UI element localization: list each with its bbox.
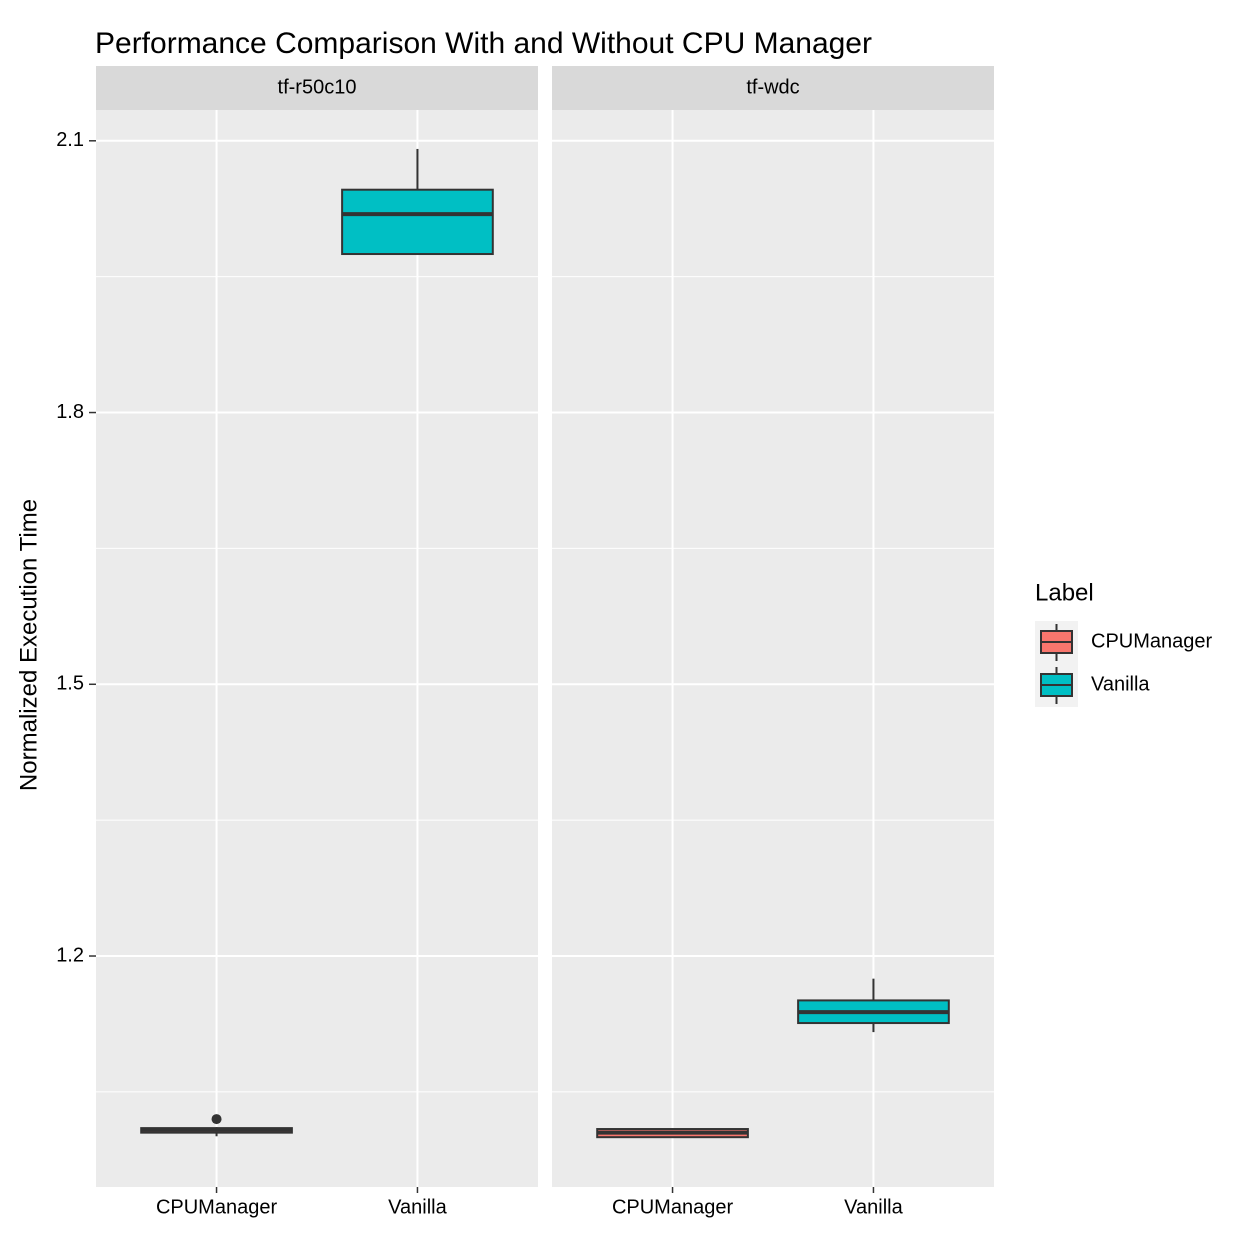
x-tick-label: Vanilla bbox=[844, 1196, 903, 1218]
y-tick-label: 1.2 bbox=[56, 944, 84, 966]
legend-label: Vanilla bbox=[1091, 673, 1150, 695]
y-tick-label: 1.5 bbox=[56, 673, 84, 695]
legend-title: Label bbox=[1035, 579, 1094, 606]
outlier bbox=[211, 1114, 222, 1125]
legend-label: CPUManager bbox=[1091, 630, 1213, 652]
x-tick-label: CPUManager bbox=[156, 1196, 278, 1218]
y-axis-title: Normalized Execution Time bbox=[15, 499, 42, 791]
panel-background bbox=[552, 110, 994, 1187]
y-tick-label: 1.8 bbox=[56, 401, 84, 423]
strip-background bbox=[96, 66, 538, 110]
facet-title: tf-r50c10 bbox=[278, 76, 357, 98]
chart-title: Performance Comparison With and Without … bbox=[95, 27, 872, 60]
facet-title: tf-wdc bbox=[746, 76, 799, 98]
strip-background bbox=[552, 66, 994, 110]
box bbox=[341, 188, 494, 256]
panel-background bbox=[96, 110, 538, 1187]
x-tick-label: CPUManager bbox=[612, 1196, 734, 1218]
y-tick-label: 2.1 bbox=[56, 129, 84, 151]
x-tick-label: Vanilla bbox=[388, 1196, 447, 1218]
